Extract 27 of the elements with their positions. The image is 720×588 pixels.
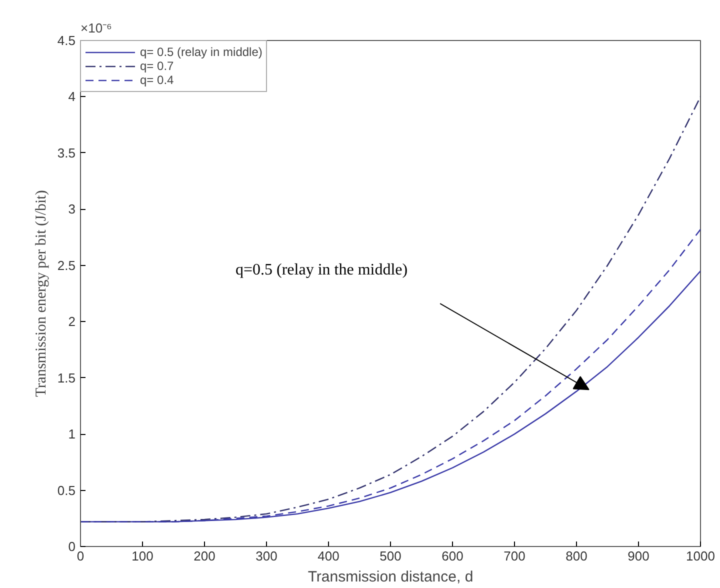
x-tick-label: 900 [628, 548, 650, 564]
y-tick-label: 0.5 [57, 482, 76, 498]
y-tick-label: 3 [68, 202, 76, 217]
x-tick-label: 700 [504, 548, 526, 564]
text: ×10⁻⁶ [80, 20, 112, 36]
x-tick-label: 800 [566, 548, 588, 564]
y-tick-label: 2.5 [57, 258, 76, 273]
x-tick-label: 300 [256, 548, 278, 564]
legend-label: q= 0.7 [140, 59, 174, 73]
y-tick-label: 3.5 [57, 145, 76, 160]
y-axis-title: Transmission energy per bit (J/bit) [33, 190, 50, 397]
x-tick-label: 200 [194, 548, 216, 564]
x-tick-label: 600 [442, 548, 464, 564]
x-tick-label: 500 [380, 548, 402, 564]
x-tick-label: 400 [318, 548, 340, 564]
x-axis-title: Transmission distance, d [308, 568, 474, 586]
y-tick-label: 4.5 [57, 33, 76, 48]
x-tick-label: 100 [132, 548, 154, 564]
legend-label: q= 0.4 [140, 73, 174, 87]
y-tick-label: 1.5 [57, 370, 76, 386]
annotation: q=0.5 (relay in the middle) [236, 261, 408, 278]
y-tick-label: 4 [68, 89, 76, 104]
legend-label: q= 0.5 (relay in middle) [140, 45, 262, 59]
y-tick-label: 2 [68, 314, 76, 330]
y-tick-label: 1 [68, 426, 76, 442]
y-tick-label: 0 [68, 539, 76, 554]
x-tick-label: 1000 [686, 548, 715, 564]
